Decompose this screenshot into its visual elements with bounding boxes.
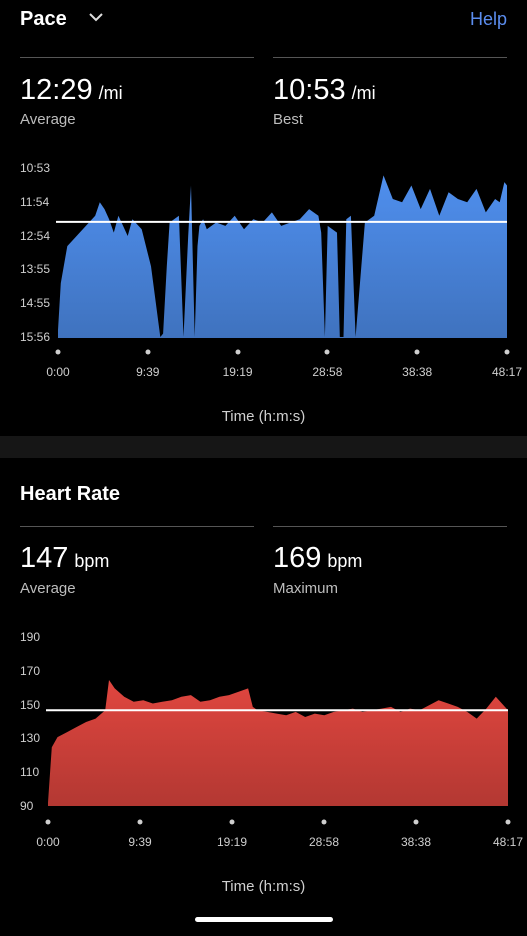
divider: [273, 57, 507, 58]
pace-average-value: 12:29/mi: [20, 74, 123, 107]
pace-x-tick-dot: [504, 349, 510, 355]
pace-average-label: Average: [20, 111, 76, 128]
pace-best-label: Best: [273, 111, 304, 128]
section-separator: [0, 436, 527, 458]
heart-rate-x-tick-dot: [321, 819, 327, 825]
pace-x-tick-dot: [324, 349, 330, 355]
pace-average-unit: /mi: [98, 83, 123, 103]
pace-x-axis-title: Time (h:m:s): [221, 408, 306, 425]
heart-rate-average-unit: bpm: [74, 551, 110, 571]
pace-y-tick-label: 13:55: [20, 262, 51, 277]
heart-rate-x-tick-label: 38:38: [400, 835, 432, 849]
heart-rate-x-tick-dot: [45, 819, 51, 825]
pace-x-tick-label: 19:19: [222, 365, 253, 379]
chevron-down-icon[interactable]: [88, 10, 104, 26]
pace-title: Pace: [20, 8, 67, 30]
pace-best-number: 10:53: [273, 74, 346, 106]
pace-x-tick-label: 38:38: [402, 365, 433, 379]
pace-section: Pace Help 12:29/mi Average 10:53/mi Best…: [0, 0, 527, 436]
pace-y-tick-label: 14:55: [20, 296, 51, 311]
divider: [20, 526, 254, 527]
home-indicator[interactable]: [195, 917, 333, 922]
pace-y-tick-label: 12:54: [20, 228, 51, 243]
heart-rate-maximum-unit: bpm: [327, 551, 363, 571]
pace-average-number: 12:29: [20, 74, 93, 106]
heart-rate-average-value: 147 bpm: [20, 542, 109, 575]
heart-rate-y-tick-label: 170: [20, 663, 41, 678]
help-link[interactable]: Help: [469, 9, 507, 29]
heart-rate-maximum-value: 169 bpm: [273, 542, 362, 575]
pace-x-tick-dot: [235, 349, 241, 355]
heart-rate-x-tick-dot: [413, 819, 419, 825]
heart-rate-x-tick-label: 19:19: [216, 835, 248, 849]
pace-y-tick-label: 10:53: [20, 161, 51, 175]
pace-x-tick-dot: [55, 349, 61, 355]
pace-chart[interactable]: [0, 0, 527, 436]
pace-y-tick-label: 11:54: [20, 194, 50, 209]
heart-rate-y-tick-label: 190: [20, 630, 41, 644]
pace-x-tick-label: 9:39: [136, 365, 160, 379]
heart-rate-y-tick-label: 130: [20, 731, 41, 746]
heart-rate-maximum-label: Maximum: [273, 580, 339, 597]
heart-rate-y-tick-label: 110: [20, 765, 40, 780]
heart-rate-x-tick-dot: [229, 819, 235, 825]
pace-best-unit: /mi: [351, 83, 376, 103]
heart-rate-x-axis-title: Time (h:m:s): [221, 878, 306, 895]
heart-rate-title: Heart Rate: [20, 483, 121, 505]
pace-x-tick-dot: [414, 349, 420, 355]
pace-best-value: 10:53/mi: [273, 74, 376, 107]
heart-rate-y-tick-label: 150: [20, 697, 41, 712]
heart-rate-section: Heart Rate 147 bpm Average 169 bpm Maximum…: [0, 458, 527, 936]
heart-rate-x-tick-label: 0:00: [36, 835, 60, 849]
heart-rate-y-tick-label: 90: [20, 799, 34, 813]
heart-rate-area-series: [48, 680, 508, 806]
heart-rate-x-tick-label: 28:58: [308, 835, 340, 849]
pace-x-tick-label: 0:00: [46, 365, 70, 379]
pace-y-tick-label: 15:56: [20, 330, 51, 344]
divider: [20, 57, 254, 58]
heart-rate-chart[interactable]: [0, 458, 527, 894]
heart-rate-x-tick-label: 9:39: [128, 835, 152, 849]
heart-rate-maximum-number: 169: [273, 542, 322, 574]
heart-rate-average-label: Average: [20, 580, 76, 597]
heart-rate-x-tick-dot: [137, 819, 143, 825]
pace-x-tick-label: 28:58: [312, 365, 343, 379]
divider: [273, 526, 507, 527]
pace-x-tick-dot: [145, 349, 151, 355]
pace-area-series: [58, 175, 507, 338]
pace-x-tick-label: 48:17: [491, 365, 523, 379]
heart-rate-x-tick-dot: [505, 819, 511, 825]
heart-rate-x-tick-label: 48:17: [492, 835, 524, 849]
heart-rate-average-number: 147: [20, 542, 69, 574]
